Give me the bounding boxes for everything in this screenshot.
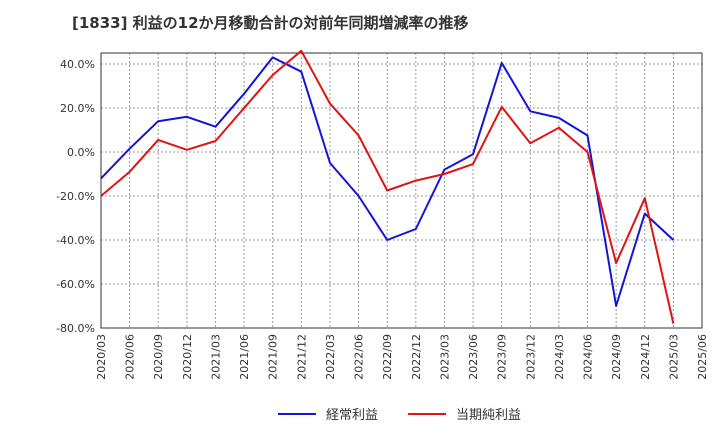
x-tick-label: 2024/12 <box>639 334 652 380</box>
legend: 経常利益 当期純利益 <box>0 404 720 428</box>
x-tick-label: 2023/09 <box>496 334 509 380</box>
x-tick-label: 2022/12 <box>410 334 423 380</box>
x-tick-label: 2021/12 <box>295 334 308 380</box>
series-group <box>100 49 675 324</box>
legend-label-series-2: 当期純利益 <box>456 408 522 423</box>
x-tick-label: 2024/09 <box>610 334 623 380</box>
y-tick-label: -60.0% <box>56 278 95 291</box>
x-tick-label: 2020/12 <box>181 334 194 380</box>
x-tick-label: 2020/03 <box>95 334 108 380</box>
plot-area <box>101 53 702 328</box>
series-line-1 <box>100 56 675 307</box>
x-tick-label: 2021/03 <box>209 334 222 380</box>
x-tick-label: 2020/09 <box>152 334 165 380</box>
x-axis-ticks: 2020/03 2020/06 2020/09 2020/12 2021/03 2021/… <box>95 334 709 380</box>
axes <box>100 52 703 329</box>
x-tick-label: 2020/06 <box>124 334 137 380</box>
legend-swatch-series-1 <box>278 412 316 415</box>
y-tick-label: 20.0% <box>60 102 95 115</box>
legend-label-series-1: 経常利益 <box>326 408 379 423</box>
y-axis-ticks: 40.0% 20.0% 0.0% -20.0% -40.0% -60.0% -80.0% <box>56 58 95 335</box>
x-tick-label: 2022/09 <box>381 334 394 380</box>
x-tick-label: 2023/06 <box>467 334 480 380</box>
y-tick-label: -20.0% <box>56 190 95 203</box>
x-tick-label: 2024/06 <box>582 334 595 380</box>
x-tick-label: 2021/09 <box>267 334 280 380</box>
y-tick-label: 0.0% <box>67 146 95 159</box>
x-tick-label: 2025/06 <box>696 334 709 380</box>
legend-item-series-2: 当期純利益 <box>408 404 521 423</box>
line-chart: 40.0% 20.0% 0.0% -20.0% -40.0% -60.0% -80.0% 2… <box>56 49 709 380</box>
y-tick-label: 40.0% <box>60 58 95 71</box>
x-tick-label: 2023/12 <box>524 334 537 380</box>
legend-item-series-1: 経常利益 <box>278 404 378 423</box>
plot-frame <box>100 52 703 329</box>
legend-swatch-series-2 <box>408 412 446 415</box>
x-tick-label: 2025/03 <box>667 334 680 380</box>
x-tick-label: 2023/03 <box>438 334 451 380</box>
chart-title: [1833] 利益の12か月移動合計の対前年同期増減率の推移 <box>72 14 469 32</box>
y-tick-label: -80.0% <box>56 322 95 335</box>
x-tick-label: 2022/06 <box>353 334 366 380</box>
x-tick-label: 2024/03 <box>553 334 566 380</box>
y-tick-label: -40.0% <box>56 234 95 247</box>
series-line-2 <box>100 49 675 324</box>
plot-background <box>101 53 702 328</box>
x-tick-label: 2021/06 <box>238 334 251 380</box>
x-tick-label: 2022/03 <box>324 334 337 380</box>
